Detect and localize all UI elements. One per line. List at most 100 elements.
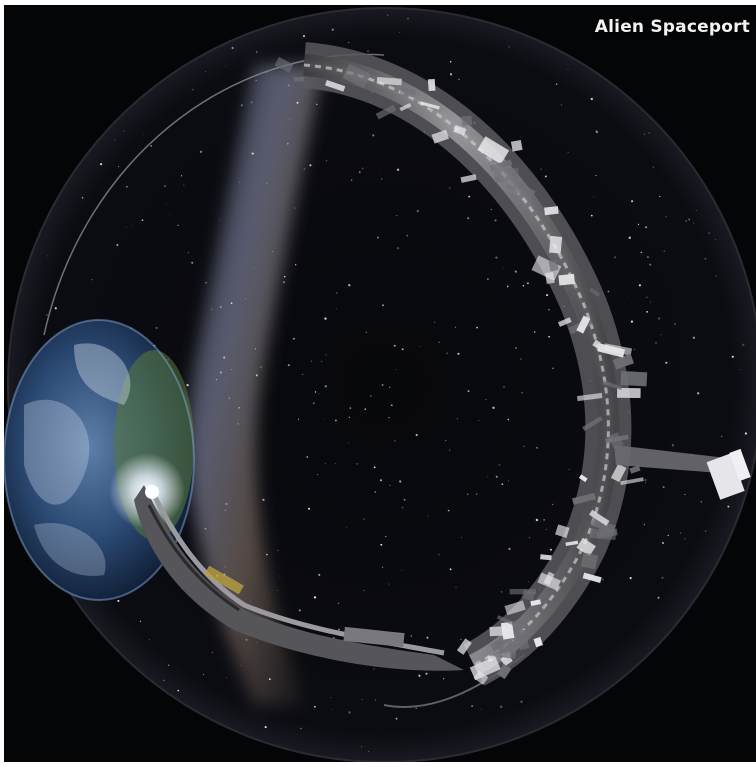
star [331,709,333,711]
star [150,144,153,147]
star [410,635,412,637]
star [166,203,167,205]
star [255,374,258,377]
star [427,515,429,517]
star [373,668,375,670]
station-panel [612,353,635,370]
star [590,97,593,101]
star [363,518,365,520]
star [449,449,451,451]
station-panel [589,287,601,297]
star [457,352,460,355]
star [360,746,362,748]
station-panel [582,572,602,584]
star [308,507,310,510]
star [742,343,745,346]
star [177,689,180,692]
star [211,651,214,654]
star [264,726,267,729]
star [46,314,48,316]
star [374,491,377,493]
star [358,171,361,174]
star [536,446,538,449]
star [458,78,460,80]
star [256,51,258,53]
star [303,35,305,38]
star [495,256,498,259]
star [657,596,660,599]
star [262,498,265,501]
star [230,369,232,370]
star [393,439,396,442]
star [446,352,448,354]
star [533,331,536,333]
star [244,298,246,300]
star [338,628,340,631]
star [399,480,402,483]
star [548,309,550,311]
star [500,705,503,708]
star [449,568,452,571]
star [225,502,228,505]
station-panel [544,206,559,216]
star [546,529,547,530]
star [318,392,320,395]
star [445,439,447,441]
star [508,547,511,551]
star [314,705,316,708]
star [396,215,398,217]
star [546,294,549,297]
star [164,185,166,187]
overlay-title: Alien Spaceport [594,17,750,37]
star [508,46,510,48]
star [449,73,453,76]
star [325,353,327,356]
star [401,506,404,509]
star [396,168,400,171]
star [555,83,558,85]
star [419,346,421,347]
star [630,320,634,323]
star [522,284,525,287]
star [403,498,406,501]
star [438,554,440,556]
station-panel [497,663,512,680]
star [277,590,278,591]
star [169,214,171,216]
star [646,311,648,313]
star [426,636,429,639]
star [721,435,723,437]
star [364,408,367,411]
star [425,672,428,675]
star [191,261,194,264]
star [596,131,599,134]
star [671,444,675,447]
star [391,404,393,406]
star [199,150,203,153]
star [155,326,158,329]
star [99,162,103,166]
star [81,196,84,199]
star [674,323,676,325]
star [478,420,480,422]
star [91,279,93,281]
star [205,71,206,72]
spaceport-scene [4,7,756,762]
star [661,576,664,579]
star [593,196,595,198]
star [498,464,501,466]
star [657,317,661,320]
station-panel [399,102,412,112]
star [292,337,295,340]
star [607,290,610,293]
star [163,679,165,682]
star [649,263,652,266]
star [685,220,687,222]
star [335,308,337,310]
star [614,256,617,259]
star [715,275,717,277]
station-panel [427,79,436,92]
star [183,184,185,186]
star [266,553,268,556]
star [379,170,381,172]
